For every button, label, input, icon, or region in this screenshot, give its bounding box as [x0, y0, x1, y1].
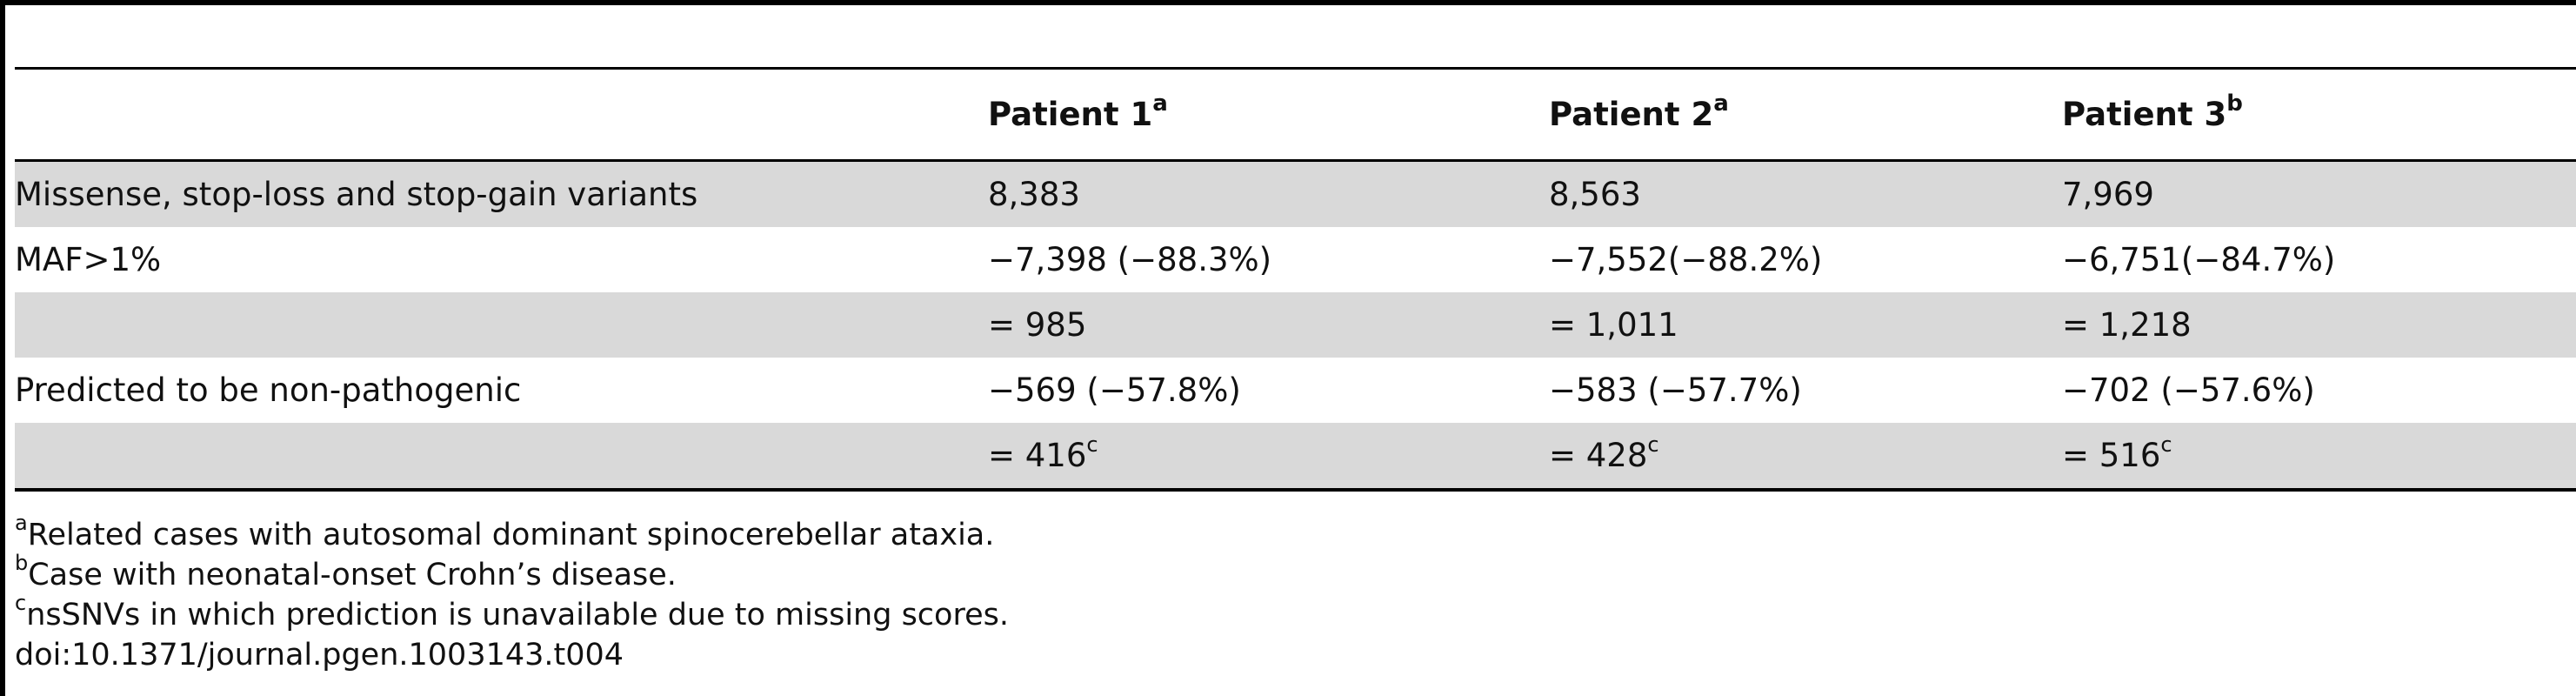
- table-cell: −569 (−57.8%): [988, 371, 1241, 409]
- table-cell: = 985: [988, 306, 1087, 344]
- header-bottom-rule: [15, 159, 2576, 162]
- data-table: Patient 1a Patient 2a Patient 3b Missens…: [15, 67, 2576, 492]
- table-cell: 8,383: [988, 176, 1080, 213]
- table-row: Missense, stop-loss and stop-gain varian…: [15, 162, 2576, 227]
- header-cell-patient-3: Patient 3b: [2062, 90, 2243, 133]
- table-cell: −6,751(−84.7%): [2062, 241, 2336, 278]
- footnote-a: aRelated cases with autosomal dominant s…: [15, 511, 995, 552]
- table-row: MAF>1% −7,398 (−88.3%) −7,552(−88.2%) −6…: [15, 227, 2576, 292]
- table-bottom-rule: [15, 488, 2576, 492]
- left-border: [0, 0, 5, 696]
- table-cell: −7,398 (−88.3%): [988, 241, 1272, 278]
- row-label: Predicted to be non-pathogenic: [15, 371, 522, 409]
- table-row: = 416c = 428c = 516c: [15, 423, 2576, 488]
- doi-line: doi:10.1371/journal.pgen.1003143.t004: [15, 638, 624, 673]
- footnote-b: bCase with neonatal-onset Crohn’s diseas…: [15, 551, 677, 592]
- table-cell: −7,552(−88.2%): [1549, 241, 1823, 278]
- row-label: Missense, stop-loss and stop-gain varian…: [15, 176, 698, 213]
- row-label: MAF>1%: [15, 241, 162, 278]
- table-row: = 985 = 1,011 = 1,218: [15, 292, 2576, 358]
- table-cell: = 1,011: [1549, 306, 1678, 344]
- top-border: [0, 0, 2576, 5]
- header-cell-patient-2: Patient 2a: [1549, 90, 1729, 133]
- table-top-rule: [15, 67, 2576, 70]
- table-cell: = 416c: [988, 432, 1098, 474]
- table-cell: 7,969: [2062, 176, 2154, 213]
- table-cell: −702 (−57.6%): [2062, 371, 2315, 409]
- table-cell: = 428c: [1549, 432, 1659, 474]
- table-cell: = 516c: [2062, 432, 2172, 474]
- table-row: Predicted to be non-pathogenic −569 (−57…: [15, 358, 2576, 423]
- table-cell: 8,563: [1549, 176, 1641, 213]
- table-header-row: Patient 1a Patient 2a Patient 3b: [15, 70, 2576, 159]
- header-cell-patient-1: Patient 1a: [988, 90, 1168, 133]
- table-cell: = 1,218: [2062, 306, 2192, 344]
- table-footnotes: aRelated cases with autosomal dominant s…: [15, 511, 1009, 675]
- footnote-c: cnsSNVs in which prediction is unavailab…: [15, 591, 1009, 632]
- table-cell: −583 (−57.7%): [1549, 371, 1802, 409]
